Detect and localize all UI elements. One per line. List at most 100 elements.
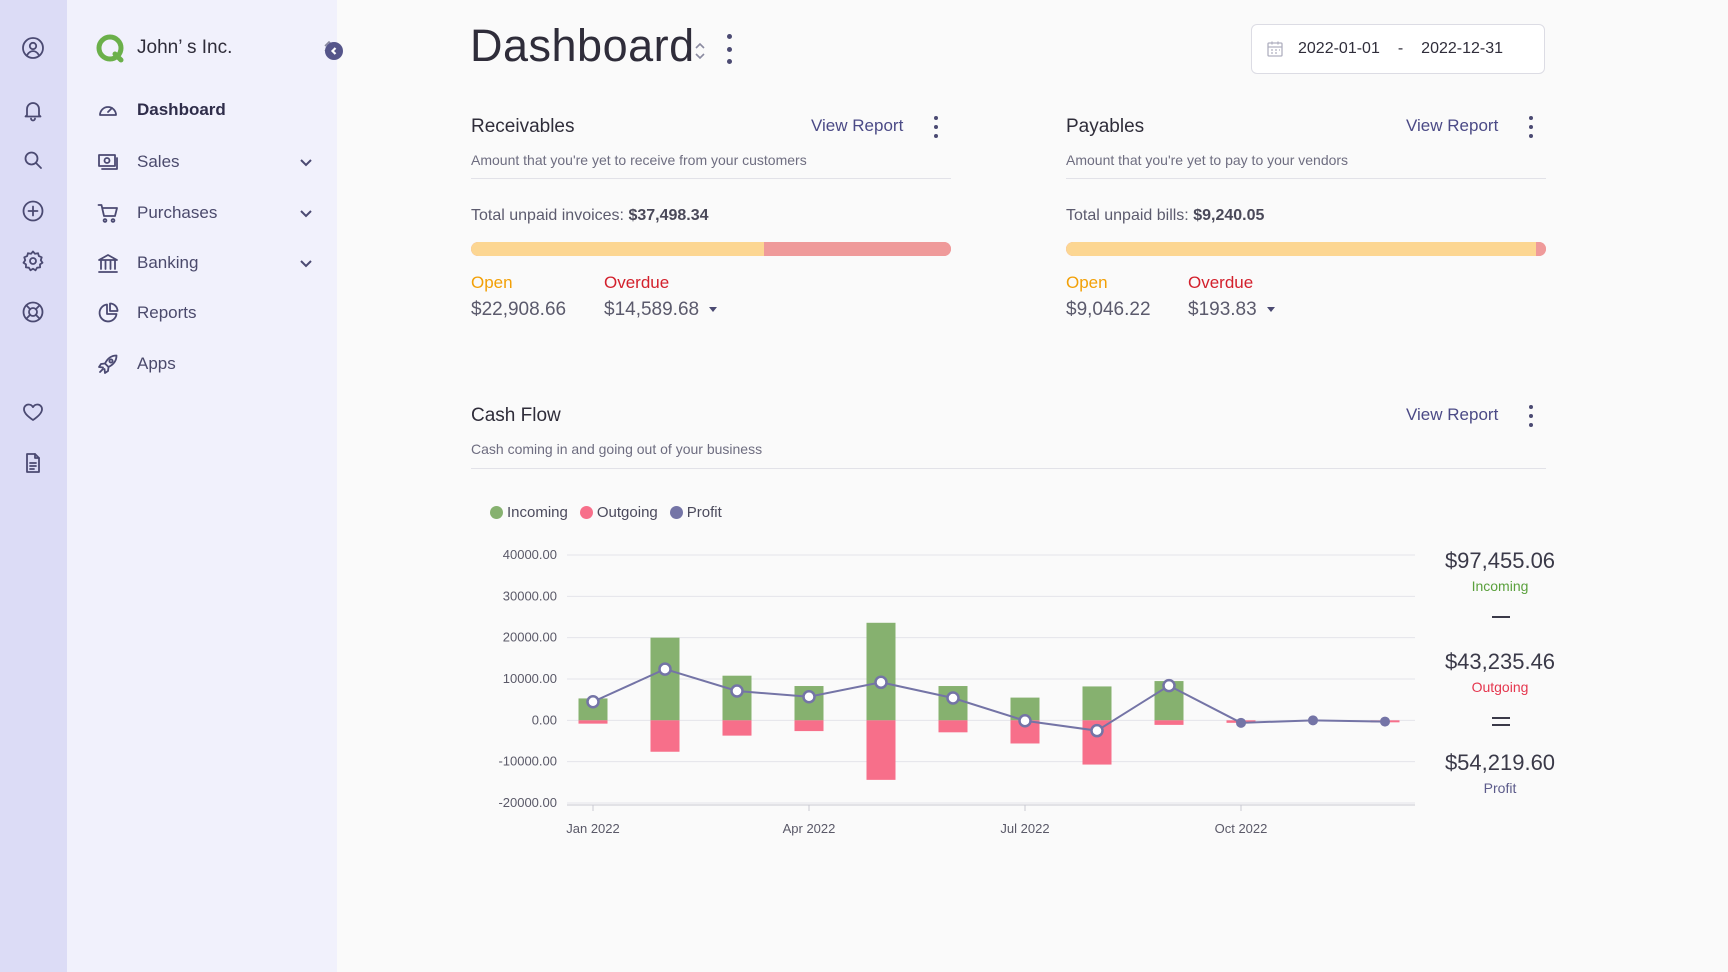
sidebar-item-dashboard[interactable]: Dashboard: [95, 92, 315, 128]
incoming-bar[interactable]: [1010, 697, 1040, 721]
chevron-down-icon[interactable]: [297, 254, 315, 272]
cashflow-view-report-link[interactable]: View Report: [1406, 405, 1499, 424]
receivables-open-value: $22,908.66: [471, 299, 567, 320]
incoming-bar[interactable]: [578, 698, 608, 721]
user-circle-icon[interactable]: [18, 33, 48, 63]
profit-point[interactable]: [874, 675, 888, 690]
sidebar-item-banking[interactable]: Banking: [95, 245, 315, 281]
x-tick-label: Jan 2022: [566, 821, 620, 836]
org-switcher[interactable]: John’ s Inc.: [95, 30, 334, 66]
help-lifebuoy-icon[interactable]: [18, 297, 48, 327]
legend-item-incoming[interactable]: Incoming: [490, 504, 568, 521]
outgoing-bar[interactable]: [722, 720, 752, 736]
legend-dot: [490, 506, 503, 519]
outgoing-bar[interactable]: [578, 720, 608, 724]
profit-point[interactable]: [946, 691, 960, 705]
sidebar-item-label: Sales: [137, 152, 180, 171]
sort-icon[interactable]: [694, 40, 706, 62]
outgoing-bar[interactable]: [938, 720, 968, 733]
cash-icon: [95, 149, 121, 175]
legend-label: Profit: [686, 504, 722, 521]
receivables-more-options-icon[interactable]: [930, 116, 942, 138]
payables-overdue-label: Overdue: [1188, 273, 1254, 292]
org-logo: [96, 34, 124, 63]
search-icon[interactable]: [18, 145, 48, 175]
date-range-picker[interactable]: 2022-01-01 - 2022-12-31: [1251, 24, 1545, 74]
x-tick-label: Jul 2022: [1000, 821, 1049, 836]
legend-item-profit[interactable]: Profit: [669, 504, 722, 521]
outgoing-bar[interactable]: [1010, 720, 1040, 744]
chevron-left-icon: [330, 47, 337, 55]
outgoing-bar[interactable]: [1154, 720, 1184, 725]
collapse-sidebar-button[interactable]: [325, 42, 343, 60]
receivables-total-label: Total unpaid invoices:: [471, 207, 624, 224]
payables-more-options-icon[interactable]: [1525, 116, 1537, 138]
y-tick-label: 10000.00: [503, 671, 557, 686]
sidebar-item-apps[interactable]: Apps: [95, 346, 315, 382]
date-from[interactable]: 2022-01-01: [1298, 40, 1380, 57]
receivables-open-segment[interactable]: [471, 242, 765, 256]
payables-subtitle: Amount that you're yet to pay to your ve…: [1066, 152, 1349, 168]
pie-icon: [95, 300, 121, 326]
profit-point[interactable]: [1090, 723, 1104, 738]
payables-total-label: Total unpaid bills:: [1066, 207, 1189, 224]
chevron-down-icon[interactable]: [297, 153, 315, 171]
bell-icon[interactable]: [18, 95, 48, 125]
profit-point[interactable]: [1236, 717, 1246, 728]
payables-open-segment[interactable]: [1066, 242, 1536, 256]
document-icon[interactable]: [18, 448, 48, 478]
payables-open-label: Open: [1066, 273, 1108, 292]
date-to[interactable]: 2022-12-31: [1421, 40, 1504, 57]
profit-point[interactable]: [802, 690, 816, 704]
payables-view-report-link[interactable]: View Report: [1406, 116, 1499, 135]
receivables-total-value: $37,498.34: [628, 207, 709, 224]
legend-item-outgoing[interactable]: Outgoing: [579, 504, 658, 521]
profit-point[interactable]: [1308, 715, 1318, 726]
page-title: Dashboard: [470, 20, 695, 71]
receivables-overdue-segment[interactable]: [764, 242, 951, 256]
payables-overdue-amount: $193.83: [1188, 299, 1275, 321]
profit-point[interactable]: [1018, 713, 1032, 728]
summary-outgoing: $43,235.46 Outgoing: [1430, 649, 1570, 695]
summary-profit-value: $54,219.60: [1444, 750, 1556, 775]
sidebar-item-purchases[interactable]: Purchases: [95, 195, 315, 231]
sidebar-item-sales[interactable]: Sales: [95, 144, 315, 180]
heart-icon[interactable]: [18, 397, 48, 427]
receivables-overdue-value: $14,589.68: [604, 299, 700, 320]
profit-point[interactable]: [1162, 678, 1176, 693]
org-name: John’ s Inc.: [137, 37, 233, 58]
plus-circle-icon[interactable]: [18, 196, 48, 226]
chevron-down-icon[interactable]: [297, 204, 315, 222]
incoming-bar[interactable]: [722, 675, 752, 721]
legend-dot: [669, 506, 683, 519]
payables-overdue-segment[interactable]: [1535, 242, 1546, 256]
sidebar-item-label: Banking: [137, 253, 199, 272]
y-tick-label: 20000.00: [503, 630, 557, 645]
incoming-bar[interactable]: [866, 622, 896, 721]
incoming-bar[interactable]: [1082, 686, 1112, 721]
caret-down-icon[interactable]: [1266, 307, 1275, 313]
receivables-progress-bar: [471, 242, 951, 256]
settings-icon[interactable]: [18, 246, 48, 276]
cashflow-more-options-icon[interactable]: [1525, 405, 1537, 427]
outgoing-bar[interactable]: [794, 720, 824, 732]
caret-down-icon[interactable]: [709, 307, 718, 313]
receivables-view-report-link[interactable]: View Report: [811, 116, 904, 135]
x-tick-label: Oct 2022: [1215, 821, 1268, 836]
profit-point[interactable]: [730, 684, 744, 698]
profit-point[interactable]: [1380, 716, 1390, 727]
x-tick-label: Apr 2022: [783, 821, 836, 836]
outgoing-bar[interactable]: [866, 720, 896, 780]
summary-profit-label: Profit: [1483, 780, 1517, 796]
sidebar-item-reports[interactable]: Reports: [95, 295, 315, 331]
sidebar-item-label: Dashboard: [137, 100, 226, 119]
profit-point[interactable]: [586, 694, 600, 709]
equals-sign: [1490, 717, 1512, 729]
y-tick-label: -10000.00: [498, 754, 557, 769]
y-tick-label: 40000.00: [503, 547, 557, 562]
more-options-icon[interactable]: [720, 34, 738, 64]
incoming-bar[interactable]: [650, 637, 680, 721]
legend-label: Outgoing: [596, 504, 658, 521]
profit-point[interactable]: [658, 662, 672, 676]
outgoing-bar[interactable]: [650, 720, 680, 752]
